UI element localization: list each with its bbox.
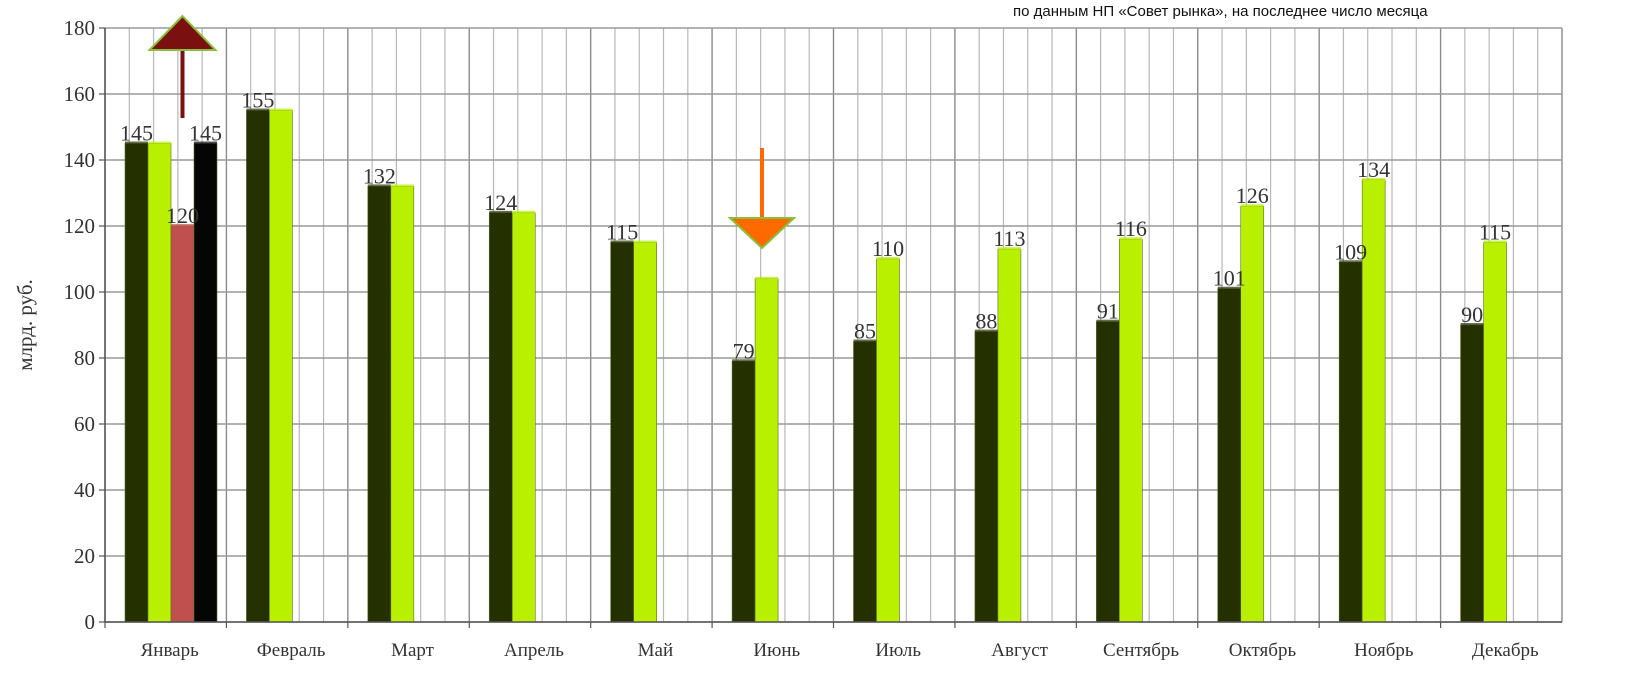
x-category-label: Март [391,640,435,661]
arrow-up-head [147,14,218,51]
x-category-label: Февраль [257,640,326,661]
x-category-label: Январь [141,640,199,661]
data-label: 155 [241,88,274,113]
bar [390,186,415,623]
bar-top [1483,240,1507,244]
x-category-label: Июль [875,640,921,661]
y-tick-label: 140 [64,148,96,172]
bar [633,242,657,623]
bar-top [1362,177,1386,181]
bar [876,258,900,623]
bar [367,186,392,623]
y-tick-label: 120 [64,214,96,238]
bar-top [125,141,148,145]
bar-top [1240,204,1264,208]
bar-top [269,108,293,112]
bar-top [1119,237,1143,241]
x-category-label: Июнь [753,640,800,661]
data-label: 90 [1461,302,1483,327]
y-tick-label: 180 [64,16,96,40]
data-label: 79 [733,338,755,363]
x-category-label: Октябрь [1229,640,1297,661]
bar-top [974,329,998,333]
bar [997,248,1022,623]
bar-top [732,359,756,363]
data-label: 109 [1334,239,1367,264]
data-label: 110 [872,236,904,261]
data-labels: 145 120 145 155 132 124 115 79 85 110 88 113 91 116 10… [120,88,1511,364]
x-category-label: Май [638,640,674,661]
data-label: 116 [1115,216,1147,241]
x-category-label: Апрель [504,640,564,661]
data-label: 145 [120,121,153,146]
bar-top [194,141,217,145]
data-label: 145 [189,121,222,146]
data-label: 124 [484,190,517,215]
bar [511,212,536,623]
bar [124,143,149,623]
bar [853,341,877,623]
bar-top [367,184,391,188]
bar [1119,238,1143,623]
axes: 0 20 40 60 80 100 120 140 160 180 Январь Февраль Мар… [64,16,1562,661]
bar-top [853,339,877,343]
data-label: 120 [166,203,199,228]
bar [170,225,195,623]
x-category-label: Сентябрь [1103,640,1179,661]
bar-top [1217,286,1241,290]
x-category-label: Декабрь [1472,640,1539,661]
y-axis-title: млрд. руб. [13,279,37,371]
arrows [147,14,797,250]
arrow-down-head [727,217,797,250]
bar [1217,288,1242,623]
bar-top [876,257,900,260]
bar [1338,261,1363,623]
bar [488,212,513,623]
y-tick-label: 160 [64,82,96,106]
y-tick-label: 100 [64,280,96,304]
bar-top [171,224,194,227]
x-category-label: Август [991,640,1048,661]
y-tick-label: 0 [85,610,96,634]
bar [731,360,756,623]
bar [754,278,779,623]
y-tick-label: 20 [74,544,95,568]
y-tick-label: 60 [74,412,95,436]
bar-top [1096,319,1120,323]
data-label: 85 [854,319,876,344]
data-label: 88 [975,309,997,334]
bar-top [633,240,657,244]
bar-top [246,108,270,112]
y-tick-label: 80 [74,346,95,370]
bar [246,110,270,623]
bar-top [997,247,1021,251]
bar [1483,242,1507,623]
bar-top [512,210,536,214]
bar-top [1339,260,1363,264]
data-label: 115 [606,220,638,245]
data-label: 115 [1479,220,1511,245]
data-label: 134 [1357,157,1390,182]
bar [1460,324,1484,623]
data-label: 126 [1236,183,1269,208]
bars [124,108,1507,623]
source-note: по данным НП «Совет рынка», на последнее… [1013,3,1428,20]
bar [610,242,634,623]
data-label: 101 [1213,266,1246,291]
bar-top [489,210,513,214]
bar [269,110,293,623]
x-category-label: Ноябрь [1354,640,1414,661]
data-label: 113 [993,226,1025,251]
bar-top [610,240,634,244]
bar-top [755,276,779,280]
data-label: 132 [363,163,396,188]
bar-top [390,184,414,188]
bar [974,331,999,623]
data-label: 91 [1097,299,1119,324]
bar [1096,321,1120,623]
y-tick-label: 40 [74,478,95,502]
bar-top [148,141,171,145]
bar-top [1460,323,1484,326]
